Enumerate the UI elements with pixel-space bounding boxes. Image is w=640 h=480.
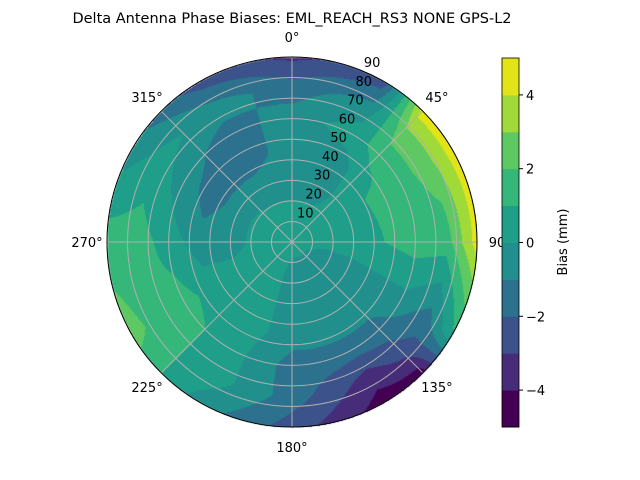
radial-tick-label: 40 [322,150,339,165]
angular-tick-label: 135° [421,381,452,396]
colorbar-tick-label: −4 [526,384,545,399]
colorbar-segment [502,316,519,354]
colorbar-tick-label: 2 [526,163,534,178]
angular-tick-label: 180° [276,441,307,456]
colorbar-segment [502,279,519,317]
angular-tick-label: 315° [131,91,162,106]
angular-grid-line [160,110,293,243]
radial-tick-label: 80 [355,75,372,90]
angular-grid-line [291,110,424,243]
angular-grid-line [160,241,293,374]
colorbar-segment [502,58,519,96]
polar-grid [106,56,478,428]
colorbar-segment [502,131,519,170]
colorbar-label: Bias (mm) [556,209,571,276]
colorbar-segment [502,94,519,133]
angular-tick-labels: 0° 45° 90 135° 180° 225° 270° 315° [71,31,505,456]
colorbar-segment [502,390,519,428]
radial-tick-label: 90 [364,56,381,71]
angular-tick-label: 225° [131,381,162,396]
angular-tick-label: 45° [425,91,448,106]
radial-tick-label: 60 [339,112,356,127]
colorbar: −4 −2 0 2 4 [501,57,545,428]
polar-frame [106,56,478,428]
colorbar-tick-label: 4 [526,89,534,104]
angular-tick-label: 0° [285,31,300,46]
angular-tick-label: 270° [71,236,102,251]
radial-tick-label: 70 [347,94,364,109]
colorbar-segment [502,168,519,207]
colorbar-segment [502,242,519,280]
radial-tick-labels: 10 20 30 40 50 60 70 80 90 [297,56,380,221]
radial-tick-label: 30 [314,169,331,184]
radial-tick-label: 10 [297,206,314,221]
radial-tick-label: 50 [330,131,347,146]
colorbar-segment [502,353,519,391]
angular-grid-line [291,241,424,374]
angular-tick-label: 90 [489,236,506,251]
radial-tick-label: 20 [305,187,322,202]
chart-title: Delta Antenna Phase Biases: EML_REACH_RS… [72,11,511,27]
colorbar-tick-label: 0 [526,237,534,252]
colorbar-tick-label: −2 [526,310,545,325]
colorbar-segment [502,205,519,243]
